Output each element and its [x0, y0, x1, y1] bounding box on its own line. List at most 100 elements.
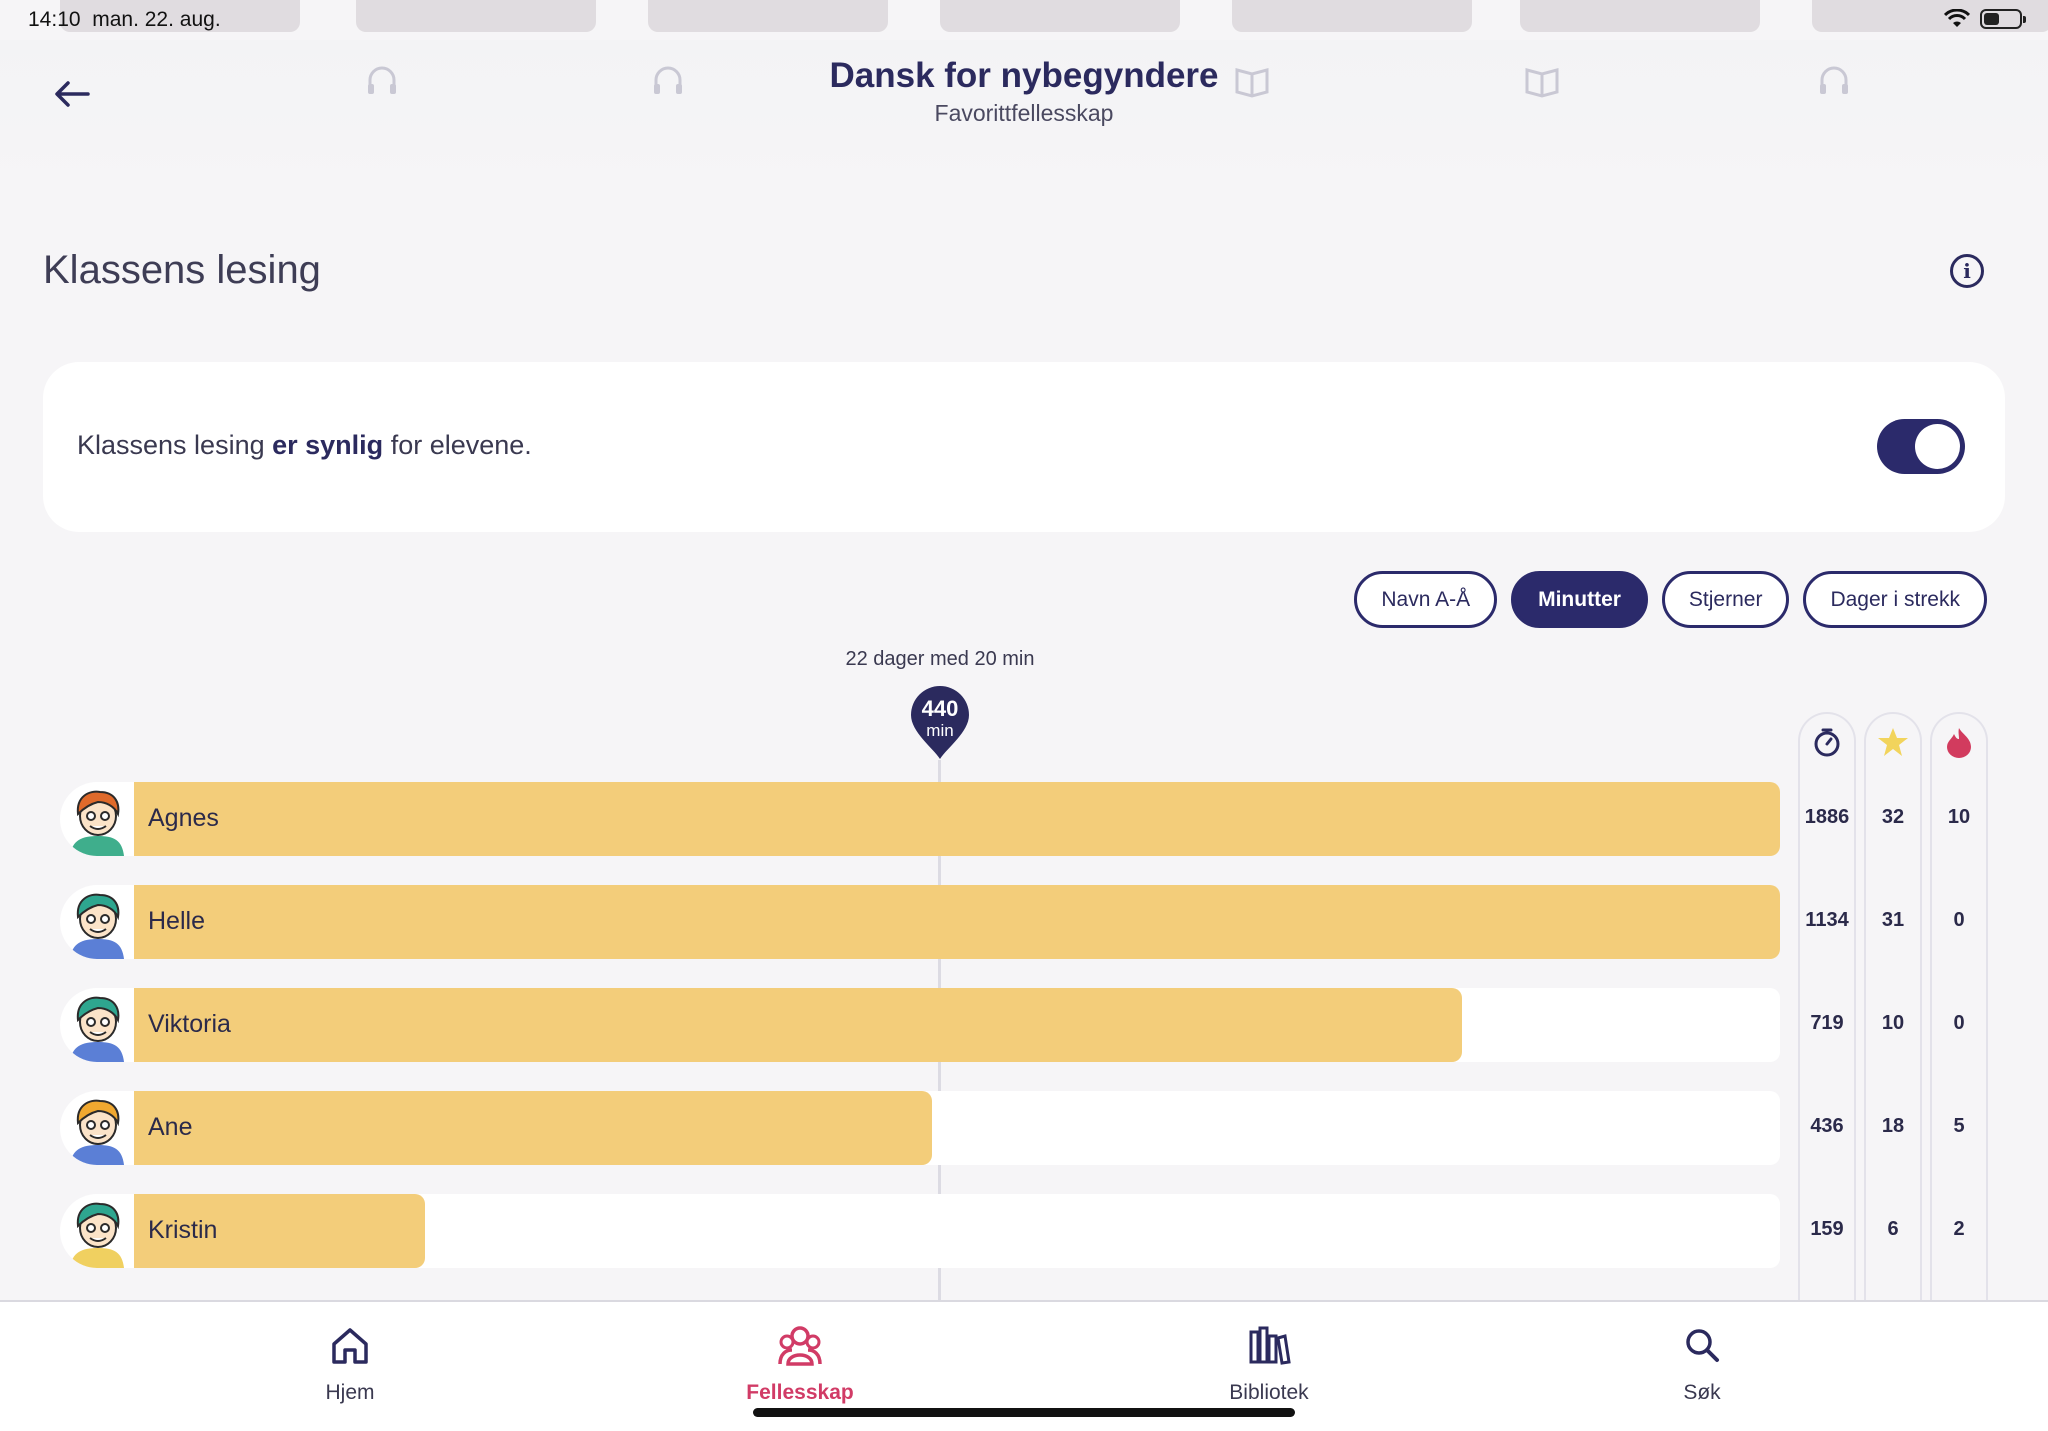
battery-level: [1984, 13, 2000, 25]
status-indicators: [1944, 9, 2026, 29]
streak-column: [1930, 712, 1988, 1312]
bar-track: [134, 1091, 1780, 1165]
visibility-toggle[interactable]: [1877, 419, 1965, 474]
flame-icon: [1947, 728, 1971, 758]
table-row[interactable]: Ane 436 18 5: [60, 1091, 1965, 1165]
student-name: Helle: [148, 907, 205, 935]
book-thumbnail: [940, 0, 1180, 32]
timer-icon: [1814, 728, 1840, 757]
table-row[interactable]: Agnes 1886 32 10: [60, 782, 1970, 856]
avatar: [60, 885, 136, 959]
streak-value: 0: [1953, 1012, 1965, 1034]
section-title: Klassens lesing: [43, 248, 321, 292]
avatar: [60, 988, 136, 1062]
tab-label: Fellesskap: [746, 1381, 854, 1404]
star-icon: [1878, 728, 1908, 756]
home-indicator: [753, 1408, 1295, 1417]
status-time: 14:10 man. 22. aug.: [28, 8, 221, 32]
toggle-knob: [1915, 424, 1960, 469]
visibility-prefix: Klassens lesing: [77, 430, 265, 460]
student-name: Viktoria: [148, 1010, 231, 1038]
stars-value: 10: [1881, 1012, 1905, 1034]
stars-column: [1864, 712, 1922, 1312]
tab-community[interactable]: Fellesskap: [700, 1322, 900, 1405]
sort-streak-button[interactable]: Dager i strekk: [1803, 571, 1987, 628]
table-row[interactable]: Kristin 159 6 2: [60, 1194, 1965, 1268]
sort-options: Navn A-Å Minutter Stjerner Dager i strek…: [1354, 571, 1987, 628]
header: Dansk for nybegyndere Favorittfellesskap: [0, 40, 2048, 190]
tab-label: Bibliotek: [1229, 1381, 1309, 1404]
arrow-left-icon: [55, 81, 90, 107]
book-thumbnail: [648, 0, 888, 32]
book-thumbnail: [356, 0, 596, 32]
sort-minutes-button[interactable]: Minutter: [1511, 571, 1648, 628]
minutes-bar: [134, 988, 1463, 1062]
tab-home[interactable]: Hjem: [250, 1322, 450, 1405]
goal-label: 22 dager med 20 min: [845, 648, 1035, 670]
minutes-value: 719: [1810, 1012, 1844, 1034]
ghost-icon-row: [0, 62, 2048, 102]
sort-name-button[interactable]: Navn A-Å: [1354, 571, 1498, 628]
bar-track: [134, 885, 1780, 959]
visibility-status: er synlig: [272, 430, 384, 460]
goal-value: 440: [922, 696, 959, 721]
visibility-suffix: for elevene.: [390, 430, 532, 460]
visibility-text: Klassens lesing er synlig for elevene.: [77, 430, 532, 461]
student-name: Agnes: [148, 804, 219, 832]
table-row[interactable]: Helle 1134 31 0: [60, 885, 1965, 959]
book-icon: [1235, 68, 1269, 98]
tab-search[interactable]: Søk: [1602, 1322, 1802, 1405]
search-icon: [1686, 1329, 1719, 1362]
stars-value: 6: [1887, 1218, 1899, 1240]
book-thumbnail: [1232, 0, 1472, 32]
page-title: Dansk for nybegyndere: [829, 56, 1219, 95]
student-name: Kristin: [148, 1216, 218, 1244]
book-thumbnail: [1812, 0, 2048, 32]
minutes-bar: [134, 1091, 933, 1165]
avatar: [60, 1194, 136, 1268]
minutes-value: 1886: [1804, 806, 1850, 828]
minutes-bar: [134, 885, 1780, 959]
battery-icon: [1980, 9, 2026, 29]
library-icon: [1249, 1326, 1291, 1365]
student-name: Ane: [148, 1113, 193, 1141]
visibility-card: Klassens lesing er synlig for elevene.: [43, 362, 2005, 532]
thumbnail-strip: [0, 0, 2048, 34]
tab-label: Hjem: [325, 1381, 375, 1404]
table-row[interactable]: Viktoria 719 10 0: [60, 988, 1965, 1062]
goal-marker: 440 min: [911, 686, 969, 759]
stars-value: 32: [1881, 806, 1905, 828]
minutes-value: 159: [1810, 1218, 1844, 1240]
book-icon: [1525, 68, 1559, 98]
stars-value: 18: [1881, 1115, 1905, 1137]
book-thumbnail: [1520, 0, 1760, 32]
date: man. 22. aug.: [92, 8, 221, 31]
home-icon: [332, 1328, 368, 1364]
streak-value: 0: [1953, 909, 1965, 931]
minutes-bar: [134, 1194, 426, 1268]
bar-track: [134, 782, 1780, 856]
page-subtitle: Favorittfellesskap: [934, 100, 1114, 126]
status-bar: 14:10 man. 22. aug.: [0, 0, 2048, 40]
bar-track: [134, 988, 1780, 1062]
back-button[interactable]: [50, 72, 94, 116]
streak-value: 2: [1953, 1218, 1965, 1240]
headphones-icon: [368, 66, 396, 94]
bar-track: [134, 1194, 1780, 1268]
avatar: [60, 1091, 136, 1165]
wifi-icon: [1944, 9, 1970, 27]
clock: 14:10: [28, 8, 81, 31]
minutes-bar: [134, 782, 1780, 856]
streak-value: 10: [1947, 806, 1971, 828]
book-thumbnail: [60, 0, 300, 32]
info-icon[interactable]: i: [1950, 254, 1984, 288]
tab-label: Søk: [1683, 1381, 1721, 1404]
minutes-column: [1798, 712, 1856, 1312]
avatar: [60, 782, 136, 856]
sort-stars-button[interactable]: Stjerner: [1661, 571, 1790, 628]
stars-value: 31: [1881, 909, 1905, 931]
streak-value: 5: [1953, 1115, 1965, 1137]
headphones-icon: [1820, 66, 1848, 94]
tab-library[interactable]: Bibliotek: [1169, 1322, 1369, 1405]
minutes-value: 1134: [1805, 909, 1849, 931]
